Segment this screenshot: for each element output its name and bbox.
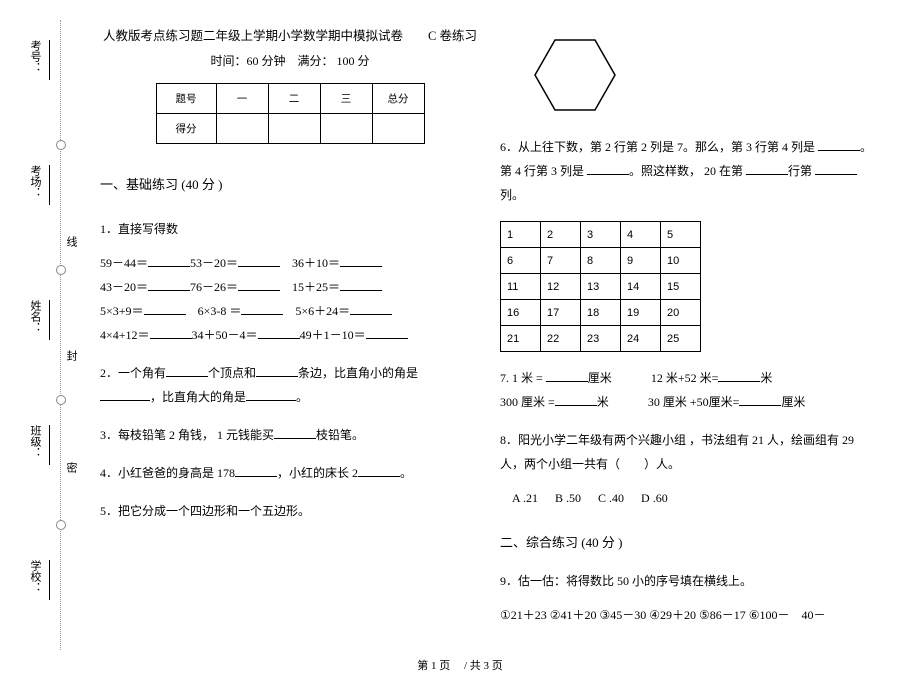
- score-cell: [372, 114, 424, 144]
- grid-cell: 1: [501, 222, 541, 248]
- section2-heading: 二、综合练习 (40 分 ): [500, 532, 880, 551]
- binding-margin: 考号： 考场： 姓名： 班级： 学校： 线 封 密: [15, 20, 75, 650]
- grid-row: 1112131415: [501, 274, 701, 300]
- score-table-header-row: 题号 一 二 三 总分: [156, 84, 424, 114]
- grid-cell: 14: [621, 274, 661, 300]
- opt-a: A .21: [512, 491, 538, 505]
- grid-cell: 19: [621, 300, 661, 326]
- grid-cell: 25: [661, 326, 701, 352]
- grid-cell: 7: [541, 248, 581, 274]
- label-room: 考场：: [27, 165, 55, 207]
- char-feng: 封: [63, 350, 79, 361]
- score-cell: [268, 114, 320, 144]
- q9-label: 9．估一估：将得数比 50 小的序号填在横线上。: [500, 569, 880, 593]
- binding-circle: [56, 265, 66, 275]
- grid-cell: 17: [541, 300, 581, 326]
- grid-cell: 9: [621, 248, 661, 274]
- q1-row: 43－20＝76－26＝ 15＋25＝: [100, 275, 480, 299]
- grid-cell: 15: [661, 274, 701, 300]
- grid-cell: 22: [541, 326, 581, 352]
- grid-cell: 4: [621, 222, 661, 248]
- grid-cell: 6: [501, 248, 541, 274]
- grid-cell: 20: [661, 300, 701, 326]
- q1-label: 1．直接写得数: [100, 217, 480, 241]
- hexagon-icon: [520, 35, 630, 117]
- opt-c: C .40: [598, 491, 624, 505]
- binding-labels: 考号： 考场： 姓名： 班级： 学校： 线 封 密: [15, 20, 55, 650]
- score-cell: [320, 114, 372, 144]
- grid-cell: 16: [501, 300, 541, 326]
- score-table: 题号 一 二 三 总分 得分: [156, 83, 425, 144]
- binding-dotted-line: [60, 20, 61, 650]
- q1-row: 4×4+12＝34＋50－4＝49＋1－10＝: [100, 323, 480, 347]
- grid-cell: 5: [661, 222, 701, 248]
- q9: 9．估一估：将得数比 50 小的序号填在横线上。 ①21＋23 ②41＋20 ③…: [500, 569, 880, 627]
- section1-heading: 一、基础练习 (40 分 ): [100, 174, 480, 193]
- grid-row: 1617181920: [501, 300, 701, 326]
- grid-row: 678910: [501, 248, 701, 274]
- score-table-score-row: 得分: [156, 114, 424, 144]
- page-columns: 人教版考点练习题二年级上学期小学数学期中模拟试卷 C 卷练习 时间：60 分钟 …: [90, 25, 900, 645]
- hexagon-figure: [520, 35, 880, 121]
- q8-text: 8．阳光小学二年级有两个兴趣小组 ，书法组有 21 人，绘画组有 29 人，两个…: [500, 428, 880, 476]
- grid-row: 12345: [501, 222, 701, 248]
- grid-row: 2122232425: [501, 326, 701, 352]
- q3: 3．每枝铅笔 2 角钱， 1 元钱能买枝铅笔。: [100, 423, 480, 447]
- opt-d: D .60: [641, 491, 668, 505]
- char-mi: 密: [63, 462, 79, 473]
- grid-cell: 2: [541, 222, 581, 248]
- exam-title: 人教版考点练习题二年级上学期小学数学期中模拟试卷 C 卷练习: [100, 25, 480, 44]
- q1-row: 5×3+9＝ 6×3-8 ＝ 5×6＋24＝: [100, 299, 480, 323]
- number-grid: 12345 678910 1112131415 1617181920 21222…: [500, 221, 701, 352]
- right-column: 6．从上往下数，第 2 行第 2 列是 7。那么，第 3 行第 4 列是 。 第…: [490, 25, 890, 645]
- grid-cell: 21: [501, 326, 541, 352]
- q1: 1．直接写得数 59－44＝53－20＝ 36＋10＝ 43－20＝76－26＝…: [100, 217, 480, 347]
- left-column: 人教版考点练习题二年级上学期小学数学期中模拟试卷 C 卷练习 时间：60 分钟 …: [90, 25, 490, 645]
- score-cell: [216, 114, 268, 144]
- label-exam-id: 考号：: [27, 40, 55, 82]
- score-th: 题号: [156, 84, 216, 114]
- score-th: 三: [320, 84, 372, 114]
- grid-cell: 8: [581, 248, 621, 274]
- q9-items: ①21＋23 ②41＋20 ③45－30 ④29＋20 ⑤86－17 ⑥100－…: [500, 603, 880, 627]
- label-school: 学校：: [27, 560, 55, 602]
- score-th: 一: [216, 84, 268, 114]
- grid-cell: 23: [581, 326, 621, 352]
- q2: 2．一个角有个顶点和条边，比直角小的角是 ，比直角大的角是。: [100, 361, 480, 409]
- char-xian: 线: [63, 236, 79, 247]
- binding-circle: [56, 140, 66, 150]
- binding-circle: [56, 520, 66, 530]
- q7: 7. 1 米 = 厘米 12 米+52 米=米 300 厘米 =米 30 厘米 …: [500, 366, 880, 414]
- q1-row: 59－44＝53－20＝ 36＋10＝: [100, 251, 480, 275]
- grid-cell: 13: [581, 274, 621, 300]
- score-th: 总分: [372, 84, 424, 114]
- grid-cell: 24: [621, 326, 661, 352]
- grid-cell: 11: [501, 274, 541, 300]
- q4: 4．小红爸爸的身高是 178，小红的床长 2。: [100, 461, 480, 485]
- q6: 6．从上往下数，第 2 行第 2 列是 7。那么，第 3 行第 4 列是 。 第…: [500, 135, 880, 207]
- binding-circle: [56, 395, 66, 405]
- grid-cell: 12: [541, 274, 581, 300]
- q8: 8．阳光小学二年级有两个兴趣小组 ，书法组有 21 人，绘画组有 29 人，两个…: [500, 428, 880, 510]
- opt-b: B .50: [555, 491, 581, 505]
- q8-options: A .21 B .50 C .40 D .60: [500, 486, 880, 510]
- grid-cell: 18: [581, 300, 621, 326]
- score-th: 二: [268, 84, 320, 114]
- exam-time-line: 时间：60 分钟 满分： 100 分: [100, 52, 480, 69]
- score-row-label: 得分: [156, 114, 216, 144]
- grid-cell: 10: [661, 248, 701, 274]
- label-name: 姓名：: [27, 300, 55, 342]
- q5: 5．把它分成一个四边形和一个五边形。: [100, 499, 480, 523]
- grid-cell: 3: [581, 222, 621, 248]
- label-class: 班级：: [27, 425, 55, 467]
- page-footer: 第 1 页 / 共 3 页: [0, 657, 920, 673]
